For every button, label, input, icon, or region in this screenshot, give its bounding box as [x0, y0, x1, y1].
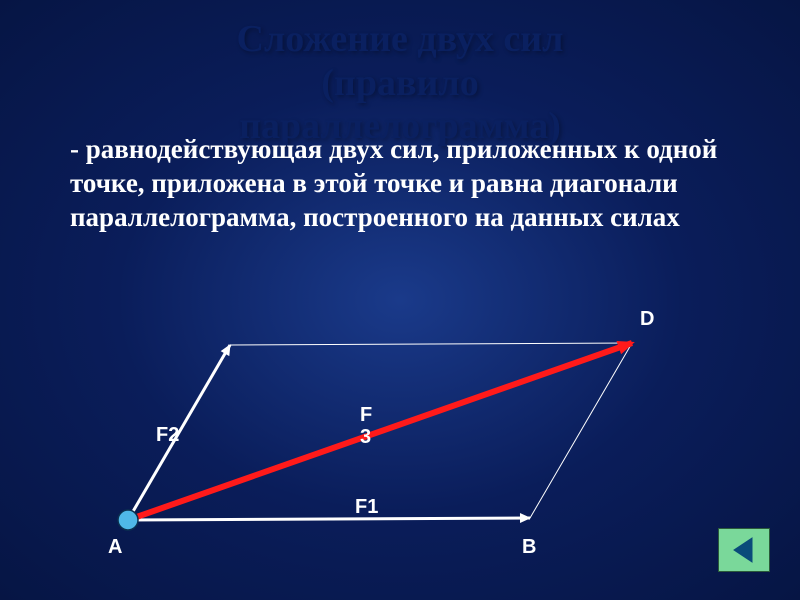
diagram-label-A: A — [108, 536, 122, 559]
diagram-label-F1: F1 — [355, 496, 378, 519]
parallelogram-diagram: A B D F1 F2 F3 — [60, 300, 740, 560]
title-line-2: (правило — [321, 62, 478, 104]
diagram-label-F: F — [360, 404, 372, 427]
diagram-label-D: D — [640, 308, 654, 331]
body-paragraph: - равнодействующая двух сил, приложенных… — [0, 133, 800, 234]
body-text-prefix: - равнодействующая двух сил, — [70, 134, 440, 164]
diagram-label-3: 3 — [360, 426, 371, 449]
diagram-label-F2: F2 — [156, 424, 179, 447]
title-line-1: Сложение двух сил — [237, 18, 564, 60]
previous-triangle-icon — [728, 534, 760, 566]
diagram-label-B: B — [522, 536, 536, 559]
slide-title: Сложение двух сил (правило параллелограм… — [0, 0, 800, 149]
previous-slide-button[interactable] — [718, 528, 770, 572]
